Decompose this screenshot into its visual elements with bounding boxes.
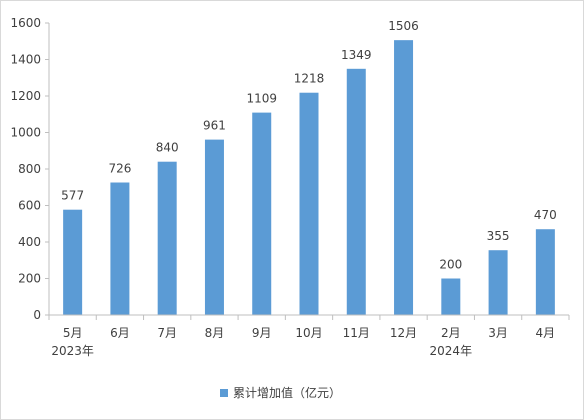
y-tick-label: 600 [18, 199, 41, 213]
data-label: 840 [156, 141, 179, 155]
bar [441, 278, 461, 315]
y-tick-label: 400 [18, 235, 41, 249]
x-tick-label: 7月 [157, 326, 177, 340]
bar [488, 250, 508, 315]
bars: 577 726 840 961 1109 1218 1349 1506 200 355 470 [61, 19, 557, 316]
bar [299, 92, 319, 315]
x-year-label: 2024年 [430, 344, 473, 358]
bar [110, 182, 130, 315]
x-axis: 5月 6月 7月 8月 9月 10月 11月 12月 2月 3月 4月 2023年 2024年 [48, 314, 570, 358]
bar [157, 161, 177, 315]
bar [535, 229, 555, 315]
x-tick-label: 2月 [441, 326, 461, 340]
y-tick-label: 1200 [10, 89, 41, 103]
data-label: 577 [61, 189, 84, 203]
bar [63, 209, 83, 315]
bar [394, 40, 414, 315]
y-tick-label: 1000 [10, 126, 41, 140]
x-tick-label: 8月 [205, 326, 225, 340]
bar [252, 112, 272, 315]
data-label: 1218 [294, 72, 325, 86]
legend-label: 累计增加值（亿元） [233, 385, 341, 400]
y-tick-label: 1600 [10, 16, 41, 30]
x-tick-label: 12月 [390, 326, 417, 340]
y-tick-label: 200 [18, 272, 41, 286]
x-tick-label: 10月 [295, 326, 322, 340]
x-tick-label: 9月 [252, 326, 272, 340]
data-label: 470 [534, 208, 557, 222]
y-axis: 0 200 400 600 800 1000 1200 1400 1600 [10, 16, 50, 322]
x-tick-label: 4月 [536, 326, 556, 340]
bar [346, 68, 366, 316]
data-label: 1506 [388, 19, 419, 33]
y-tick-label: 800 [18, 162, 41, 176]
data-label: 1349 [341, 48, 372, 62]
legend-swatch [220, 389, 228, 397]
y-tick-label: 0 [33, 308, 41, 322]
data-label: 1109 [246, 92, 277, 106]
x-tick-label: 3月 [488, 326, 508, 340]
legend: 累计增加值（亿元） [220, 385, 341, 400]
x-tick-label: 6月 [110, 326, 130, 340]
x-year-label: 2023年 [51, 344, 94, 358]
x-tick-label: 5月 [63, 326, 83, 340]
data-label: 355 [487, 229, 510, 243]
data-label: 200 [439, 258, 462, 272]
x-tick-label: 11月 [343, 326, 370, 340]
bar [204, 139, 224, 315]
data-label: 726 [108, 162, 131, 176]
data-label: 961 [203, 119, 226, 133]
y-tick-label: 1400 [10, 53, 41, 67]
